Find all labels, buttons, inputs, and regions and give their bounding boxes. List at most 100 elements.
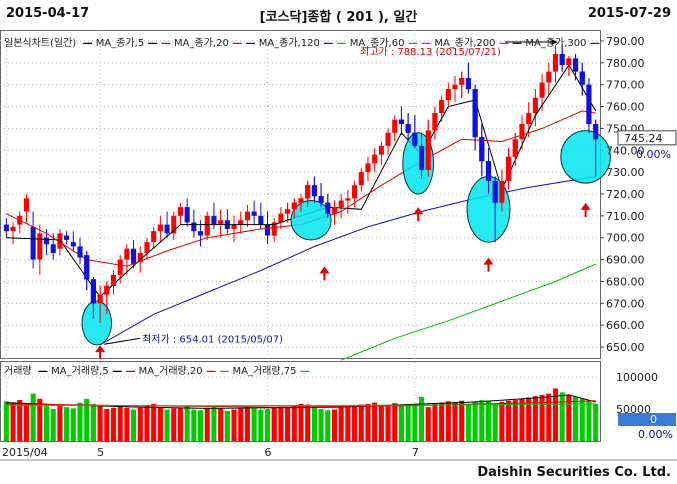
high-pointer-head [551, 39, 558, 46]
candle-body [64, 235, 70, 240]
candle-body [77, 246, 83, 258]
volume-bar [506, 400, 512, 441]
candle-body [278, 213, 284, 223]
candle-body [218, 220, 224, 225]
candle-body [258, 215, 264, 225]
highlight-circle [290, 200, 332, 241]
candle-body [526, 113, 532, 125]
volume-bar [70, 408, 76, 441]
candle-body [345, 198, 351, 201]
volume-bar [97, 406, 103, 441]
volume-bar [90, 403, 96, 441]
volume-bar [258, 409, 264, 441]
candle-body [325, 202, 331, 214]
volume-bar [579, 398, 585, 441]
volume-bar [432, 403, 438, 441]
price-tick-label: 730.00 [606, 166, 645, 179]
highlight-circle [560, 130, 611, 184]
volume-bar [164, 409, 170, 441]
candle-body [398, 119, 404, 125]
candle-body [244, 211, 250, 221]
candle-body [177, 207, 184, 216]
candle-body [499, 180, 505, 203]
candle-body [519, 124, 525, 140]
price-tick-label: 650.00 [606, 341, 645, 354]
volume-bar [439, 402, 445, 441]
volume-ma-line [6, 394, 596, 409]
volume-bar [191, 409, 197, 441]
volume-bar [171, 408, 177, 441]
volume-bar [385, 406, 391, 441]
price-legend-item: — MA_종가,300 — [512, 38, 600, 49]
candle-body [70, 242, 76, 247]
candle-body [50, 244, 56, 254]
volume-bar [452, 401, 458, 441]
volume-bar [311, 407, 317, 441]
volume-bar [184, 406, 190, 441]
price-tick-label: 660.00 [606, 319, 645, 332]
candle-body [298, 198, 304, 203]
candle-body [131, 248, 137, 264]
volume-bar [244, 406, 250, 441]
price-legend-item: — MA_종가,200 — [421, 38, 509, 49]
volume-bar [338, 407, 344, 441]
signal-arrow-icon [483, 257, 494, 265]
candle-body [37, 233, 43, 260]
volume-bar [177, 407, 184, 441]
volume-bar [231, 409, 237, 441]
candle-body [573, 58, 579, 72]
volume-bar [472, 401, 478, 441]
volume-bar [84, 398, 90, 441]
price-legend-item: — MA_종가,20 — [160, 38, 243, 49]
candle-body [439, 99, 445, 114]
candle-body [445, 89, 451, 100]
volume-bar [278, 406, 284, 441]
candle-body [352, 185, 358, 199]
volume-readout-value: 0 [650, 413, 657, 426]
candle-body [184, 207, 190, 223]
volume-bar [552, 388, 559, 441]
volume-bar [305, 404, 311, 441]
volume-bar [445, 401, 451, 441]
candle-body [546, 71, 552, 83]
volume-legend-item: — MA_거래량,5 — [37, 366, 123, 377]
volume-legend: 거래량 — MA_거래량,5 — — MA_거래량,20 — — MA_거래량,… [4, 362, 310, 377]
volume-bar [318, 409, 324, 441]
volume-bar [492, 403, 498, 441]
volume-bar [110, 407, 117, 441]
highlight-circle [81, 300, 112, 346]
candle-body [305, 185, 311, 199]
price-tick-label: 720.00 [606, 188, 645, 201]
price-tick-label: 700.00 [606, 232, 645, 245]
candle-body [579, 71, 585, 85]
price-tick-label: 680.00 [606, 275, 645, 288]
volume-bar [264, 409, 271, 441]
volume-bar [285, 407, 291, 441]
signal-arrow-icon [319, 266, 330, 274]
candle-body [465, 78, 471, 90]
price-legend-item: — MA_종가,120 — [245, 38, 334, 49]
candle-body [485, 161, 492, 181]
volume-bar [593, 403, 599, 441]
volume-bar [559, 392, 565, 441]
price-tick-label: 780.00 [606, 57, 645, 70]
candle-body [23, 198, 29, 212]
candle-body [418, 145, 425, 170]
candle-body [57, 233, 63, 249]
candle-body [405, 124, 411, 133]
candle-body [30, 226, 36, 260]
candle-body [559, 54, 565, 65]
candle-body [137, 253, 143, 262]
signal-arrow-icon [95, 345, 106, 353]
volume-bar [291, 405, 297, 441]
low-annotation: 최저가 : 654.01 (2015/05/07) [142, 333, 283, 345]
volume-bar [331, 409, 338, 441]
price-legend-label: 일본식차트(일간) [4, 38, 77, 49]
price-tick-label: 790.00 [606, 35, 645, 48]
candle-body [358, 172, 364, 186]
volume-bar [131, 409, 137, 441]
candle-body [479, 137, 485, 162]
start-date: 2015-04-17 [6, 6, 90, 21]
candle-body [117, 259, 123, 275]
candle-body [472, 89, 478, 138]
